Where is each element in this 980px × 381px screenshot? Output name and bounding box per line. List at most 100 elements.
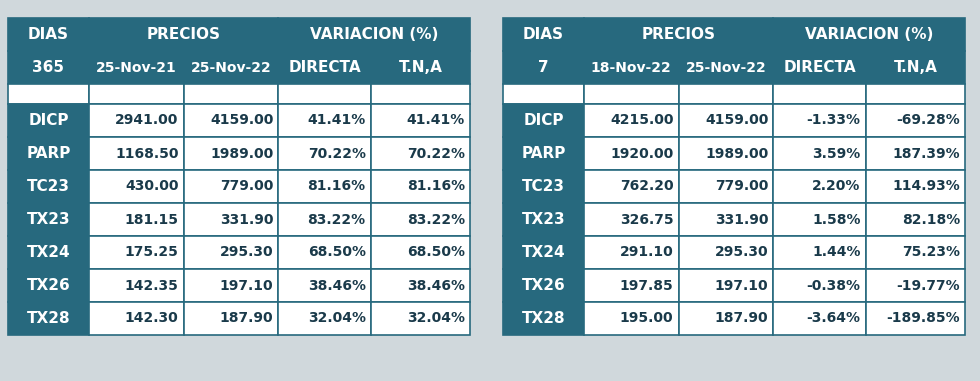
Text: VARIACION (%): VARIACION (%) — [310, 27, 438, 42]
Text: 1989.00: 1989.00 — [210, 147, 273, 160]
Text: 38.46%: 38.46% — [407, 279, 465, 293]
Text: 25-Nov-22: 25-Nov-22 — [686, 61, 766, 75]
Bar — [370, 137, 470, 170]
Bar — [278, 302, 370, 335]
Bar — [678, 236, 773, 269]
Text: 41.41%: 41.41% — [308, 114, 366, 128]
Bar — [370, 170, 470, 203]
Bar — [584, 170, 678, 203]
Text: TX26: TX26 — [521, 278, 565, 293]
Bar — [584, 203, 678, 236]
Bar — [278, 269, 370, 302]
Text: -19.77%: -19.77% — [897, 279, 960, 293]
Text: TX28: TX28 — [521, 311, 565, 326]
Bar — [678, 84, 773, 104]
Bar — [773, 203, 865, 236]
Text: TC23: TC23 — [522, 179, 564, 194]
Text: 25-Nov-22: 25-Nov-22 — [190, 61, 271, 75]
Text: 41.41%: 41.41% — [407, 114, 465, 128]
Text: 295.30: 295.30 — [714, 245, 768, 259]
Bar — [278, 104, 370, 137]
Text: 365: 365 — [32, 60, 65, 75]
Bar — [8, 203, 89, 236]
Bar — [89, 51, 183, 84]
Text: TX23: TX23 — [26, 212, 71, 227]
Bar — [865, 302, 965, 335]
Text: 331.90: 331.90 — [714, 213, 768, 226]
Bar — [584, 51, 678, 84]
Text: T.N,A: T.N,A — [894, 60, 937, 75]
Bar — [89, 84, 183, 104]
Bar — [584, 104, 678, 137]
Text: T.N,A: T.N,A — [399, 60, 442, 75]
Text: 2.20%: 2.20% — [812, 179, 860, 194]
Text: DIAS: DIAS — [27, 27, 69, 42]
Bar — [183, 84, 278, 104]
Bar — [865, 51, 965, 84]
Text: 181.15: 181.15 — [124, 213, 178, 226]
Text: 81.16%: 81.16% — [308, 179, 366, 194]
Text: -189.85%: -189.85% — [886, 312, 960, 325]
Bar — [584, 236, 678, 269]
Bar — [865, 236, 965, 269]
Text: 295.30: 295.30 — [220, 245, 273, 259]
Text: 18-Nov-22: 18-Nov-22 — [591, 61, 671, 75]
Bar — [8, 236, 89, 269]
Text: 197.10: 197.10 — [220, 279, 273, 293]
Bar — [584, 18, 773, 51]
Text: 326.75: 326.75 — [620, 213, 673, 226]
Text: 195.00: 195.00 — [620, 312, 673, 325]
Bar — [89, 302, 183, 335]
Bar — [8, 170, 89, 203]
Text: -69.28%: -69.28% — [897, 114, 960, 128]
Text: DIRECTA: DIRECTA — [783, 60, 856, 75]
Bar — [503, 104, 584, 137]
Text: DICP: DICP — [523, 113, 564, 128]
Text: -3.64%: -3.64% — [807, 312, 860, 325]
Text: 25-Nov-21: 25-Nov-21 — [96, 61, 176, 75]
Bar — [370, 84, 470, 104]
Text: 142.30: 142.30 — [124, 312, 178, 325]
Bar — [89, 170, 183, 203]
Text: 2941.00: 2941.00 — [116, 114, 178, 128]
Text: DICP: DICP — [28, 113, 69, 128]
Bar — [183, 104, 278, 137]
Text: 68.50%: 68.50% — [407, 245, 465, 259]
Text: -0.38%: -0.38% — [807, 279, 860, 293]
Bar — [89, 137, 183, 170]
Bar — [773, 170, 865, 203]
Bar — [370, 302, 470, 335]
Bar — [89, 236, 183, 269]
Bar — [678, 170, 773, 203]
Text: 1.44%: 1.44% — [812, 245, 860, 259]
Bar — [183, 269, 278, 302]
Text: 70.22%: 70.22% — [407, 147, 465, 160]
Text: 32.04%: 32.04% — [308, 312, 366, 325]
Bar — [584, 84, 678, 104]
Text: 75.23%: 75.23% — [902, 245, 960, 259]
Bar — [8, 51, 89, 84]
Bar — [278, 236, 370, 269]
Text: TX23: TX23 — [521, 212, 565, 227]
Text: DIRECTA: DIRECTA — [288, 60, 361, 75]
Text: 4215.00: 4215.00 — [611, 114, 673, 128]
Text: DIAS: DIAS — [523, 27, 564, 42]
Bar — [503, 137, 584, 170]
Text: -1.33%: -1.33% — [807, 114, 860, 128]
Text: 7: 7 — [538, 60, 549, 75]
Text: TC23: TC23 — [26, 179, 70, 194]
Text: 81.16%: 81.16% — [407, 179, 465, 194]
Text: 68.50%: 68.50% — [308, 245, 366, 259]
Text: TX24: TX24 — [26, 245, 71, 260]
Bar — [370, 51, 470, 84]
Bar — [865, 104, 965, 137]
Text: 4159.00: 4159.00 — [705, 114, 768, 128]
Bar — [678, 104, 773, 137]
Bar — [865, 84, 965, 104]
Bar — [503, 84, 584, 104]
Bar — [183, 236, 278, 269]
Text: 187.90: 187.90 — [220, 312, 273, 325]
Text: TX28: TX28 — [26, 311, 71, 326]
Text: 82.18%: 82.18% — [902, 213, 960, 226]
Text: 70.22%: 70.22% — [308, 147, 366, 160]
